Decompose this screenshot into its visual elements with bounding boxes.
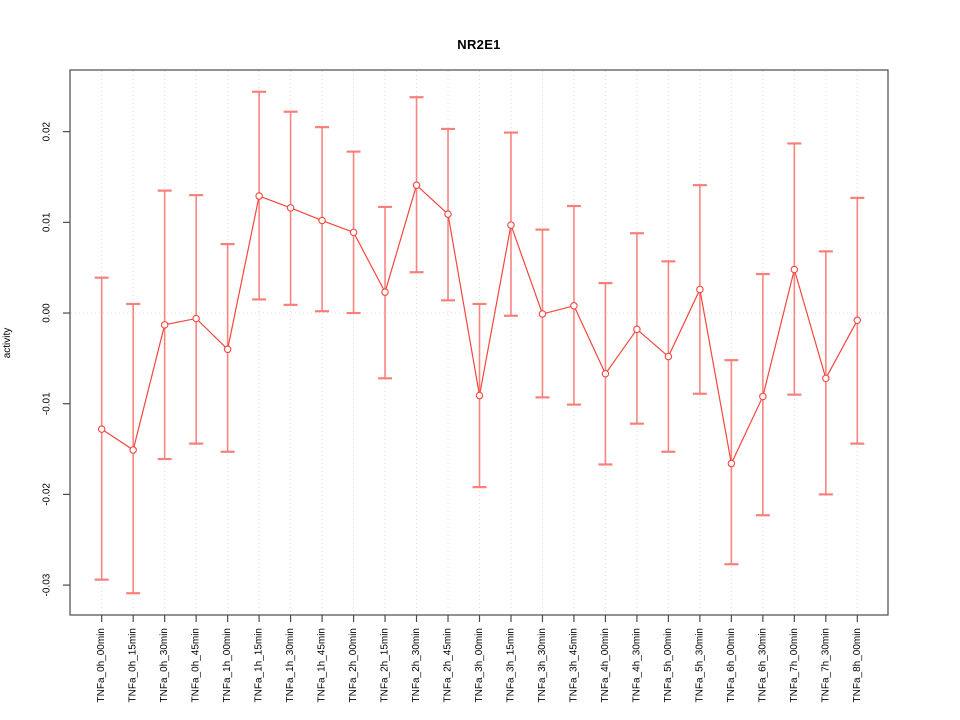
- data-point-marker: [475, 391, 484, 400]
- x-tick-label: TNFa_2h_15min: [380, 628, 391, 702]
- data-point-marker: [349, 228, 358, 237]
- data-point-marker: [318, 216, 326, 225]
- x-tick-label: TNFa_0h_30min: [159, 628, 170, 702]
- data-point-marker: [538, 310, 547, 318]
- x-tick-label: TNFa_1h_30min: [285, 628, 296, 702]
- data-point-marker: [192, 314, 200, 323]
- data-point-marker: [822, 374, 830, 383]
- data-point-marker: [853, 316, 862, 325]
- x-tick-label: TNFa_1h_00min: [222, 628, 233, 702]
- x-tick-label: TNFa_3h_15min: [505, 628, 516, 702]
- data-point-marker: [286, 204, 295, 212]
- x-tick-label: TNFa_2h_45min: [443, 628, 454, 702]
- data-point-marker: [412, 181, 421, 189]
- x-tick-label: TNFa_8h_00min: [852, 628, 863, 702]
- data-point-marker: [444, 210, 452, 218]
- chart-title: NR2E1: [457, 37, 501, 52]
- data-point-marker: [160, 321, 169, 329]
- x-tick-label: TNFa_7h_30min: [820, 628, 831, 702]
- data-point-marker: [507, 221, 515, 229]
- x-tick-label: TNFa_3h_30min: [537, 628, 548, 702]
- y-tick-label: -0.02: [42, 483, 53, 506]
- x-tick-label: TNFa_1h_15min: [254, 628, 265, 702]
- y-tick-label: -0.03: [42, 573, 53, 596]
- x-tick-label: TNFa_0h_15min: [128, 628, 139, 702]
- x-tick-label: TNFa_7h_00min: [789, 628, 800, 702]
- data-point-marker: [570, 302, 578, 310]
- x-tick-label: TNFa_0h_45min: [191, 628, 202, 702]
- data-point-marker: [601, 370, 610, 378]
- x-tick-label: TNFa_5h_00min: [663, 628, 674, 702]
- data-point-marker: [664, 352, 673, 361]
- x-tick-label: TNFa_0h_00min: [96, 628, 107, 702]
- data-point-marker: [790, 265, 799, 274]
- data-point-marker: [97, 425, 106, 433]
- x-tick-label: TNFa_2h_00min: [348, 628, 359, 702]
- y-tick-label: 0.00: [42, 303, 53, 323]
- x-tick-label: TNFa_5h_30min: [694, 628, 705, 702]
- data-point-marker: [255, 192, 263, 200]
- y-tick-label: -0.01: [42, 392, 53, 415]
- x-tick-label: TNFa_3h_45min: [568, 628, 579, 702]
- data-point-marker: [223, 345, 232, 354]
- y-tick-label: 0.01: [42, 212, 53, 232]
- x-tick-label: TNFa_3h_00min: [474, 628, 485, 702]
- data-point-marker: [633, 325, 641, 334]
- y-tick-label: 0.02: [42, 121, 53, 141]
- x-tick-label: TNFa_1h_45min: [317, 628, 328, 702]
- x-tick-label: TNFa_6h_30min: [757, 628, 768, 702]
- x-tick-label: TNFa_2h_30min: [411, 628, 422, 702]
- x-tick-label: TNFa_4h_00min: [600, 628, 611, 702]
- x-tick-label: TNFa_6h_00min: [726, 628, 737, 702]
- data-point-marker: [727, 459, 736, 468]
- data-point-marker: [759, 392, 767, 401]
- data-point-marker: [129, 446, 137, 454]
- x-tick-label: TNFa_4h_30min: [631, 628, 642, 702]
- data-point-marker: [696, 285, 704, 294]
- data-point-marker: [381, 288, 389, 296]
